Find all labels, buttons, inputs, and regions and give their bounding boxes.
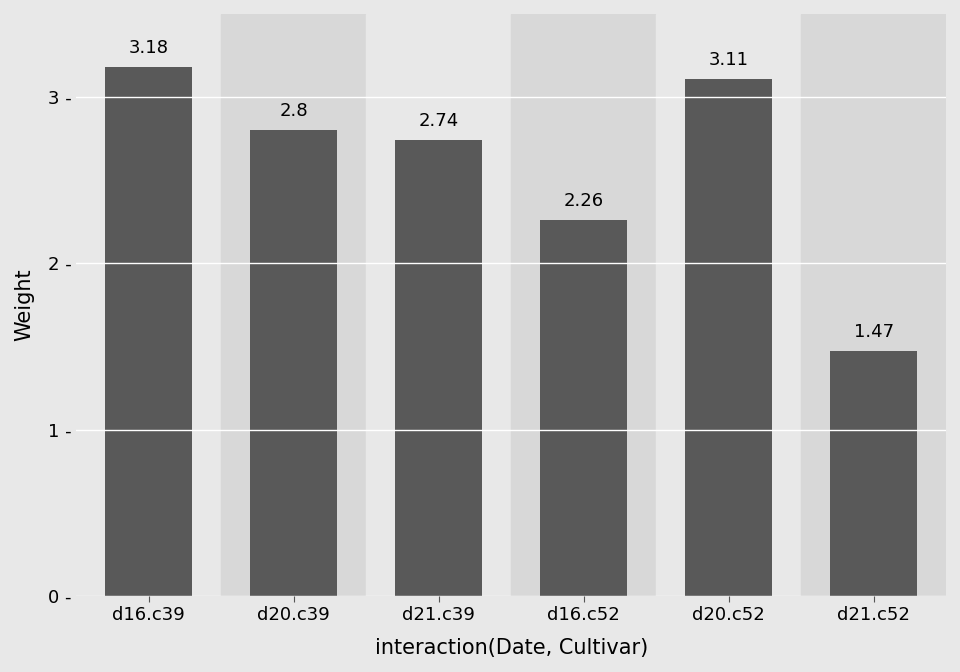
Bar xyxy=(540,220,627,596)
Bar xyxy=(685,79,772,596)
Text: 2.8: 2.8 xyxy=(279,102,308,120)
X-axis label: interaction(Date, Cultivar): interaction(Date, Cultivar) xyxy=(374,638,648,658)
Bar xyxy=(367,14,512,596)
Bar xyxy=(830,351,917,596)
Bar xyxy=(222,14,367,596)
Text: 2.74: 2.74 xyxy=(419,112,459,130)
Bar xyxy=(512,14,657,596)
Bar xyxy=(396,140,482,596)
Text: 3.11: 3.11 xyxy=(708,51,749,69)
Bar xyxy=(77,14,222,596)
Y-axis label: Weight: Weight xyxy=(13,269,34,341)
Bar xyxy=(657,14,802,596)
Text: 3.18: 3.18 xyxy=(129,39,169,57)
Bar xyxy=(106,67,192,596)
Text: 1.47: 1.47 xyxy=(853,323,894,341)
Bar xyxy=(251,130,337,596)
Text: 2.26: 2.26 xyxy=(564,192,604,210)
Bar xyxy=(802,14,947,596)
